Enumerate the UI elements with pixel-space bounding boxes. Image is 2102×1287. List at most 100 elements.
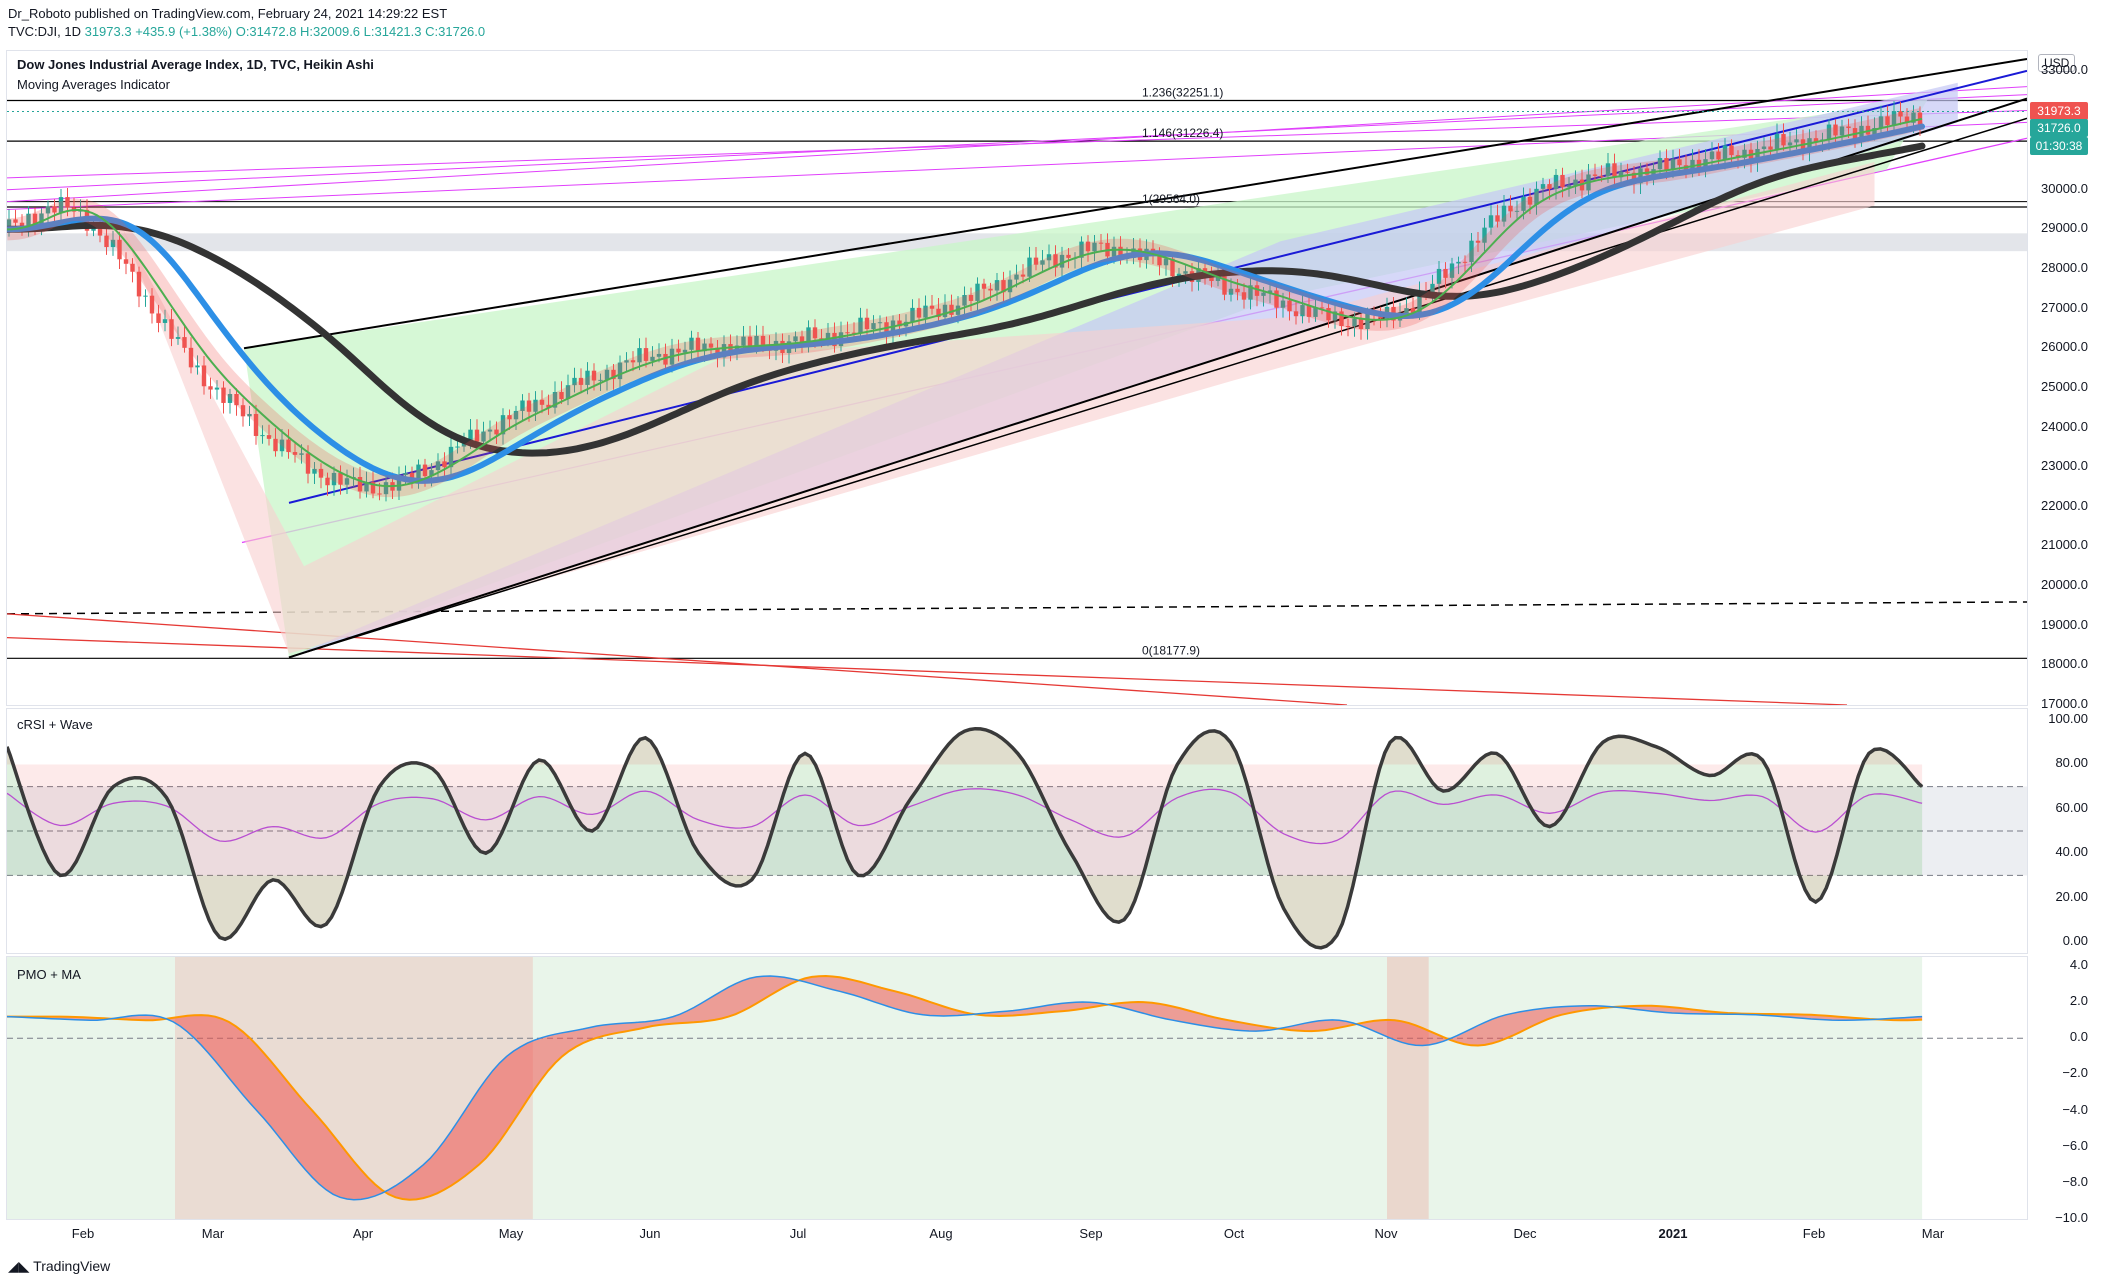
currency-badge[interactable]: USD xyxy=(2038,54,2076,72)
candle-body xyxy=(747,336,753,348)
candle-body xyxy=(1664,158,1669,170)
candle-body xyxy=(1339,311,1344,327)
time-tick: Jun xyxy=(639,1226,661,1241)
pmo-axis[interactable]: 4.0 2.0 0.0 −2.0 −4.0 −6.0 −8.0 −10.0 xyxy=(2026,956,2102,1225)
candle-body xyxy=(1560,174,1565,188)
pmo-ma-line xyxy=(7,974,1923,1201)
price-tag: 31726.0 xyxy=(2030,118,2088,137)
candle-body xyxy=(1833,124,1838,136)
candle-body xyxy=(175,337,181,339)
candle-body xyxy=(1800,139,1806,153)
candle-body xyxy=(130,263,135,272)
candle-body xyxy=(305,453,311,474)
candle-body xyxy=(13,219,18,223)
crsi-chart[interactable] xyxy=(7,709,2027,953)
pmo-tick: −6.0 xyxy=(2062,1137,2088,1153)
price-panel[interactable]: 1.236(32251.1) 1.146(31226.4) 1(29564.0) 0(… xyxy=(6,50,2028,706)
crsi-panel[interactable]: cRSI + Wave xyxy=(6,708,2028,954)
candle-body xyxy=(760,335,766,345)
candle-body xyxy=(474,429,480,442)
candle-body xyxy=(1098,242,1104,244)
candle-body xyxy=(494,429,499,435)
time-tick: Feb xyxy=(71,1226,95,1241)
candle-body xyxy=(1157,254,1162,266)
candle-body xyxy=(1287,300,1292,312)
candle-body xyxy=(1540,184,1546,189)
pmo-fill xyxy=(7,976,1923,1200)
candle-body xyxy=(312,468,317,474)
pmo-chart[interactable] xyxy=(7,957,2027,1219)
candle-body xyxy=(624,360,629,363)
candle-body xyxy=(994,280,1000,291)
candle-body xyxy=(338,472,343,485)
candle-body xyxy=(1449,263,1455,278)
candle-body xyxy=(520,400,525,411)
candle-body xyxy=(689,337,694,350)
wedge-upper xyxy=(243,57,2027,350)
candle-body xyxy=(286,439,291,453)
candle-body xyxy=(1872,128,1877,135)
candle-body xyxy=(507,415,512,420)
price-tick: 27000.0 xyxy=(2041,299,2088,315)
candle-body xyxy=(1612,163,1617,178)
crsi-tick: 60.00 xyxy=(2055,799,2088,815)
candle-body xyxy=(877,322,883,324)
candle-body xyxy=(1742,149,1747,158)
candle-body xyxy=(1300,305,1305,317)
candle-body xyxy=(1241,292,1247,300)
candle-body xyxy=(1644,168,1650,175)
candle-body xyxy=(643,348,649,361)
candle-body xyxy=(58,197,64,213)
pmo-tick: 0.0 xyxy=(2069,1029,2088,1045)
candle-body xyxy=(299,453,304,455)
candle-body xyxy=(7,219,12,230)
time-axis[interactable]: Feb Mar Apr May Jun Jul Aug Sep Oct Nov Dec 2021 Feb… xyxy=(6,1220,2026,1248)
candle-body xyxy=(851,332,857,334)
candle-body xyxy=(448,446,454,468)
pmo-panel[interactable]: PMO + MA xyxy=(6,956,2028,1220)
candle-body xyxy=(1761,146,1767,149)
candle-body xyxy=(1898,111,1903,117)
candle-body xyxy=(611,369,616,380)
candle-body xyxy=(578,377,584,385)
candle-body xyxy=(1176,273,1182,277)
candle-body xyxy=(637,348,642,363)
candle-body xyxy=(656,353,662,357)
price-tick: 29000.0 xyxy=(2041,220,2088,236)
candle-body xyxy=(1410,308,1416,314)
candle-body xyxy=(260,435,265,437)
symbol: TVC:DJI, 1D xyxy=(8,24,81,39)
candle-body xyxy=(1345,326,1351,328)
candle-body xyxy=(1677,159,1682,166)
candle-body xyxy=(819,338,824,340)
candle-body xyxy=(630,360,636,363)
candle-body xyxy=(1495,215,1500,222)
crsi-axis[interactable]: 100.00 80.00 60.00 40.00 20.00 0.00 xyxy=(2026,708,2102,952)
fib-label: 1.146(31226.4) xyxy=(1142,126,1223,140)
price-tick: 25000.0 xyxy=(2041,378,2088,394)
candle-body xyxy=(149,295,155,314)
candle-body xyxy=(377,493,382,495)
candle-body xyxy=(1280,300,1286,308)
price-tick: 20000.0 xyxy=(2041,577,2088,593)
candle-body xyxy=(1657,158,1663,170)
candle-body xyxy=(1014,274,1019,280)
candle-body xyxy=(812,327,818,339)
candle-body xyxy=(1001,280,1006,293)
candle-body xyxy=(409,473,415,479)
candle-body xyxy=(188,347,194,368)
price-tick: 26000.0 xyxy=(2041,339,2088,355)
time-tick: Apr xyxy=(352,1226,374,1241)
price-chart[interactable]: 1.236(32251.1) 1.146(31226.4) 1(29564.0) 0(… xyxy=(7,51,2027,705)
candle-body xyxy=(1605,163,1611,177)
candle-body xyxy=(422,464,428,477)
candle-body xyxy=(1475,240,1481,243)
candle-body xyxy=(1670,159,1676,170)
pmo-tick: −4.0 xyxy=(2062,1101,2088,1117)
pmo-tick: 4.0 xyxy=(2069,957,2088,973)
candle-body xyxy=(1170,258,1175,277)
candle-body xyxy=(858,317,863,334)
low-value: L:31421.3 xyxy=(363,24,422,39)
candle-body xyxy=(273,438,278,452)
candle-body xyxy=(741,336,746,346)
